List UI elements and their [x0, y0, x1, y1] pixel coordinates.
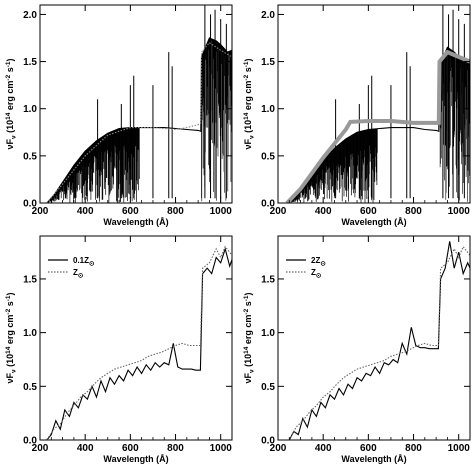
- y-tick-label: 1.5: [23, 57, 37, 68]
- y-tick-label: 1.5: [261, 57, 275, 68]
- legend-label: Z⊙: [73, 268, 84, 280]
- plot-area: [46, 5, 232, 203]
- x-tick-label: 1000: [448, 206, 471, 217]
- y-tick-label: 0.0: [261, 436, 275, 447]
- x-tick-label: 200: [32, 206, 49, 217]
- legend-label: Z⊙: [311, 268, 322, 280]
- legend: 2Z⊙Z⊙: [286, 256, 326, 280]
- y-tick-label: 1.0: [23, 104, 37, 115]
- axes-frame: [277, 4, 471, 204]
- legend-label: 2Z⊙: [311, 256, 326, 268]
- series-line-2: [46, 41, 232, 203]
- y-tick-label: 1.5: [23, 274, 37, 285]
- y-tick-label: 0.0: [261, 199, 275, 210]
- x-tick-label: 400: [315, 206, 332, 217]
- x-axis-label: Wavelength (Å): [341, 454, 406, 464]
- axes-frame: [277, 235, 471, 441]
- x-tick-label: 800: [405, 443, 422, 454]
- x-tick-label: 1000: [210, 443, 233, 454]
- x-tick-label: 1000: [210, 206, 233, 217]
- y-axis-label: νFν (1014 erg cm-2 s-1): [243, 59, 256, 150]
- y-axis-label: νFν (1014 erg cm-2 s-1): [5, 293, 18, 384]
- y-tick-label: 0.0: [23, 436, 37, 447]
- y-tick-label: 1.0: [261, 104, 275, 115]
- y-axis-label: νFν (1014 erg cm-2 s-1): [5, 59, 18, 150]
- panel-top-left: 200 400 600 800 1000 0.0 0.5 1.0 1.5 2.0 Wavelengt…: [5, 4, 233, 227]
- panel-top-right: 200 400 600 800 1000 0.0 0.5 1.0 1.5 2.0 Wavelengt…: [243, 4, 471, 227]
- x-tick-label: 400: [77, 443, 94, 454]
- plot-area: [288, 241, 470, 440]
- x-tick-label: 600: [360, 443, 377, 454]
- x-tick-label: 600: [122, 206, 139, 217]
- series-line-1: [288, 241, 470, 440]
- y-tick-label: 2.0: [261, 10, 275, 21]
- y-axis-label: νFν (1014 erg cm-2 s-1): [243, 293, 256, 384]
- series-line-1: [46, 246, 232, 440]
- y-tick-label: 0.5: [23, 151, 37, 162]
- x-tick-label: 600: [122, 443, 139, 454]
- x-axis-label: Wavelength (Å): [103, 454, 168, 464]
- panel-bottom-right: 200 400 600 800 1000 0.0 0.5 1.0 1.5 Wavelength (…: [243, 235, 471, 464]
- y-tick-label: 2.0: [23, 10, 37, 21]
- y-tick-label: 1.0: [261, 328, 275, 339]
- axes-frame: [39, 235, 233, 441]
- y-tick-label: 1.5: [261, 274, 275, 285]
- y-tick-label: 1.0: [23, 328, 37, 339]
- panel-bottom-left: 200 400 600 800 1000 0.0 0.5 1.0 1.5 Wavelength (…: [5, 235, 233, 464]
- series-line-1: [46, 37, 232, 203]
- x-axis-label: Wavelength (Å): [341, 217, 406, 227]
- y-tick-label: 0.0: [23, 199, 37, 210]
- x-tick-label: 200: [32, 443, 49, 454]
- y-tick-label: 0.5: [23, 382, 37, 393]
- plot-area: [285, 5, 470, 203]
- x-tick-label: 1000: [448, 443, 471, 454]
- series-line-2: [285, 49, 470, 203]
- y-tick-label: 0.5: [261, 151, 275, 162]
- x-tick-label: 200: [270, 443, 287, 454]
- x-tick-label: 800: [167, 443, 184, 454]
- series-line-2: [288, 245, 470, 440]
- x-tick-label: 600: [360, 206, 377, 217]
- x-tick-label: 400: [315, 443, 332, 454]
- legend-label: 0.1Z⊙: [73, 256, 95, 268]
- x-tick-label: 800: [405, 206, 422, 217]
- x-axis-label: Wavelength (Å): [103, 217, 168, 227]
- absorption-lines: [46, 5, 232, 203]
- legend: 0.1Z⊙Z⊙: [48, 256, 95, 280]
- plot-area: [46, 245, 232, 440]
- axes-frame: [39, 4, 233, 204]
- x-tick-label: 800: [167, 206, 184, 217]
- x-tick-label: 400: [77, 206, 94, 217]
- x-tick-label: 200: [270, 206, 287, 217]
- y-tick-label: 0.5: [261, 382, 275, 393]
